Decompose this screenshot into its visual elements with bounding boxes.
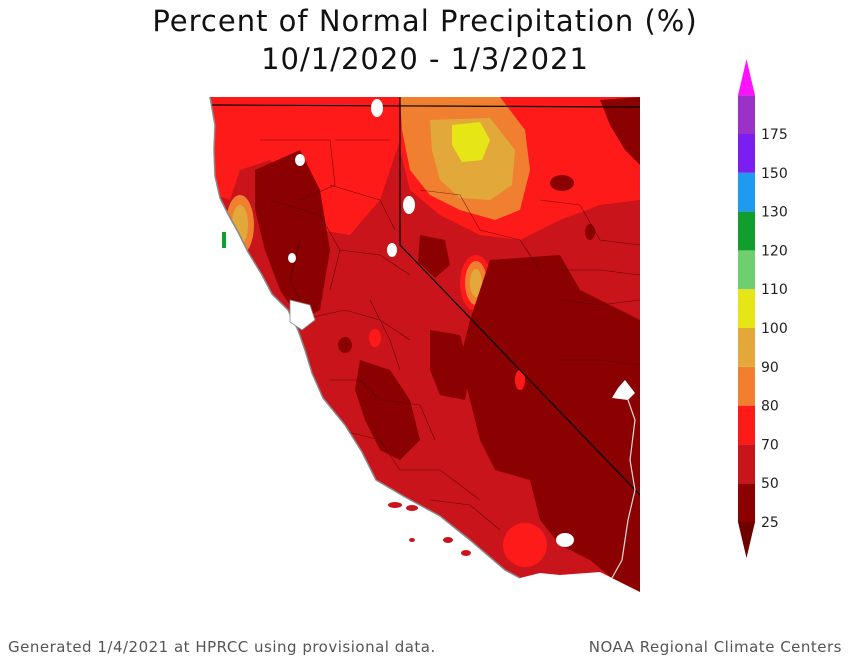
lake-3 [288, 253, 296, 263]
legend-label-175: 175 [761, 127, 788, 143]
legend-bin-50 [738, 444, 755, 484]
green-marker [222, 232, 226, 248]
coastline [209, 96, 521, 579]
legend-arrow-top [738, 59, 755, 96]
lake-salton [556, 533, 574, 547]
map-subtitle: 10/1/2020 - 1/3/2021 [261, 42, 589, 76]
footer-generated-text: Generated 1/4/2021 at HPRCC using provis… [8, 638, 436, 656]
zone-100-nw-nevada [452, 122, 490, 162]
island-4 [461, 550, 471, 556]
legend-bin-130 [738, 172, 755, 212]
sf-bay [289, 299, 316, 331]
state-border-north [210, 104, 640, 108]
legend-bins [738, 59, 755, 558]
legend-bin-120 [738, 211, 755, 251]
county-borders [260, 139, 640, 531]
zone-25-spot [338, 337, 352, 353]
legend-arrow-bottom [738, 522, 755, 558]
zone-25-ne-nevada [600, 97, 640, 165]
island-5 [409, 538, 415, 542]
state-border-ca-nv [399, 97, 640, 496]
legend-label-100: 100 [761, 321, 788, 337]
legend-label-110: 110 [761, 282, 788, 298]
lake-pyramid [403, 196, 415, 214]
island-3 [443, 537, 453, 543]
legend-bin-150 [738, 134, 755, 173]
legend-label-70: 70 [761, 437, 779, 453]
legend-label-120: 120 [761, 243, 788, 259]
legend-labels: 25 50 70 80 90 100 110 120 130 150 175 [761, 127, 788, 531]
legend-label-150: 150 [761, 166, 788, 182]
legend-label-90: 90 [761, 360, 779, 376]
zone-25-ely [585, 224, 595, 240]
lake-mead [612, 380, 635, 400]
legend-bin-70 [738, 405, 755, 445]
island-2 [406, 505, 418, 511]
zone-25-elko [550, 175, 574, 191]
colorado-river [611, 399, 636, 579]
legend-bin-25 [738, 483, 755, 522]
legend-bin-175 [738, 95, 755, 134]
zone-90-tahoe [470, 269, 482, 297]
zone-25-central-valley [355, 360, 420, 460]
island-1 [388, 502, 402, 508]
zone-70-south [503, 523, 547, 567]
zone-70-spot-2 [515, 370, 525, 390]
zone-25-sierra [430, 330, 470, 400]
legend-bin-80 [738, 366, 755, 406]
zone-25-reno [418, 235, 450, 278]
legend-bin-90 [738, 328, 755, 367]
map-title: Percent of Normal Precipitation (%) [152, 4, 698, 38]
lake-2 [295, 154, 305, 166]
legend-label-50: 50 [761, 476, 779, 492]
lake-1 [371, 99, 383, 117]
zone-25-north-valley [255, 150, 330, 320]
zone-25-nevada-south [460, 255, 640, 592]
legend-bin-100 [738, 289, 755, 328]
legend-label-80: 80 [761, 399, 779, 415]
legend-bin-110 [738, 250, 755, 290]
lake-tahoe [387, 243, 397, 257]
legend-label-25: 25 [761, 515, 779, 531]
zone-70-spot [369, 329, 381, 347]
footer-source-text: NOAA Regional Climate Centers [588, 638, 842, 656]
legend-label-130: 130 [761, 205, 788, 221]
